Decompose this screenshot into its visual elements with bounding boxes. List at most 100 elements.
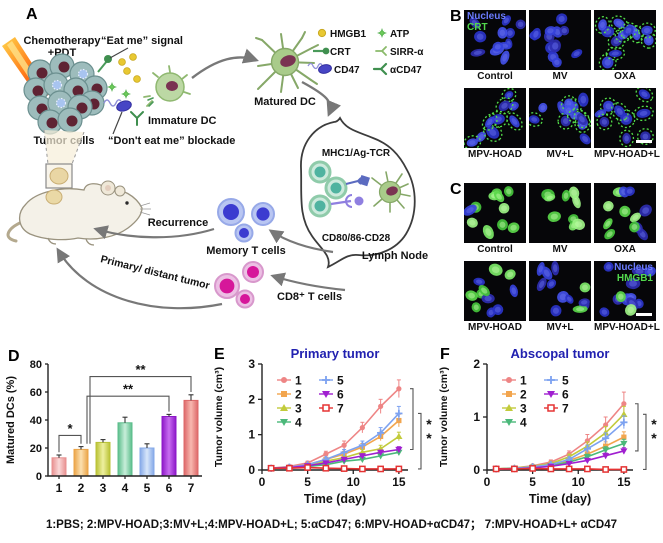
micrograph-image: Nucleus HMGB1 [594, 261, 656, 321]
svg-text:0: 0 [484, 475, 491, 489]
recurrence-arrow [93, 225, 215, 240]
cd8-t-cells-icon [214, 261, 264, 309]
micro-tile-label: MV [552, 71, 568, 82]
eat-me-pointer [109, 47, 129, 59]
svg-text:*: * [651, 416, 657, 432]
t-cell-icon [308, 160, 348, 218]
micro-tile-label: MV [552, 244, 568, 255]
svg-text:40: 40 [30, 415, 42, 427]
micro-tile-label: MV+L [546, 322, 574, 333]
svg-text:5: 5 [529, 475, 536, 489]
svg-text:4: 4 [122, 481, 129, 495]
cd28-connector-icon [330, 194, 364, 208]
micrograph-image [464, 88, 526, 148]
atp-star-icon [107, 82, 117, 92]
dont-eat-me-label: “Don't eat me” blockade [108, 135, 235, 147]
panel-b-micrographs: Nucleus CRT Control MV OXA MPV-HOAD MV+L MPV-HO… [464, 10, 660, 161]
svg-text:2: 2 [78, 481, 85, 495]
micro-tile-label: MV+L [546, 149, 574, 160]
micrograph-image [464, 183, 526, 243]
lymph-node-icon: MHC1/Ag-TCR CD80/86-CD28 [300, 116, 416, 269]
tumor-zoom-box [43, 129, 85, 189]
micro-tile: Nucleus CRT Control [464, 10, 526, 83]
micro-tile-label: MPV-HOAD [468, 322, 522, 333]
cd47-capsule-icon [103, 99, 132, 112]
svg-text:0: 0 [36, 471, 42, 483]
maturation-arrow [191, 48, 259, 79]
micrograph-image [594, 183, 656, 243]
legend-acd47-label: αCD47 [390, 65, 422, 76]
svg-text:*: * [651, 430, 657, 446]
lymph-to-memory-arrow [268, 229, 334, 254]
stain-legend-overlay: Nucleus HMGB1 [614, 262, 653, 284]
svg-text:5: 5 [337, 374, 344, 388]
lymph-node-label: Lymph Node [362, 250, 428, 262]
micro-tile: MV [529, 183, 591, 256]
lymph-to-cd8-arrow [270, 272, 346, 292]
legend-cd47-label: CD47 [334, 65, 360, 76]
legend-crt-label: CRT [330, 47, 351, 58]
svg-text:*: * [426, 430, 432, 446]
svg-text:1: 1 [56, 481, 63, 495]
svg-text:2: 2 [473, 357, 480, 371]
recurrence-label: Recurrence [148, 217, 209, 229]
svg-text:6: 6 [562, 388, 569, 402]
group-key-caption: 1:PBS; 2:MPV-HOAD;3:MV+L;4:MPV-HOAD+L; 5… [45, 519, 618, 531]
panel-e-label: E [214, 346, 225, 363]
memory-t-cells-icon [217, 198, 275, 243]
svg-text:Tumor volume (cm³): Tumor volume (cm³) [213, 367, 225, 467]
hmgb1-dot-icon [317, 28, 327, 38]
svg-text:3: 3 [520, 402, 527, 416]
svg-text:0: 0 [248, 463, 255, 477]
tumor-cells-cluster-icon [23, 53, 108, 135]
scale-bar [636, 140, 652, 143]
svg-text:**: ** [135, 362, 146, 377]
mhc-tcr-label: MHC1/Ag-TCR [322, 148, 391, 159]
scale-bar [636, 313, 652, 316]
svg-text:4: 4 [520, 416, 527, 430]
svg-text:1: 1 [520, 374, 527, 388]
svg-text:*: * [426, 416, 432, 432]
svg-text:3: 3 [100, 481, 107, 495]
panel-f-label: F [440, 346, 450, 363]
svg-text:0: 0 [259, 475, 266, 489]
svg-text:3: 3 [295, 402, 302, 416]
micrograph-image [529, 183, 591, 243]
micro-tile-label: Control [477, 244, 513, 255]
tcr-connector-icon [345, 174, 370, 187]
svg-text:5: 5 [304, 475, 311, 489]
acd47-antibody-icon [130, 111, 144, 126]
svg-text:10: 10 [572, 475, 586, 489]
primary-distant-arrow [56, 247, 223, 310]
immature-dc-icon [143, 65, 191, 107]
panel-d-label: D [8, 348, 20, 365]
micro-tile-label: Control [477, 71, 513, 82]
panel-c-label: C [450, 181, 462, 198]
eat-me-label: “Eat me” signal [101, 35, 183, 47]
panel-c-micrographs: Control MV OXA MPV-HOAD MV+L Nucleus HMGB1 MPV-… [464, 183, 660, 334]
micro-tile-label: OXA [614, 244, 636, 255]
svg-text:Primary tumor: Primary tumor [291, 346, 380, 361]
micrograph-image [529, 88, 591, 148]
svg-text:1: 1 [248, 428, 255, 442]
micro-tile: MV+L [529, 261, 591, 334]
micrograph-image [594, 10, 656, 70]
svg-text:7: 7 [562, 402, 569, 416]
svg-text:15: 15 [392, 475, 406, 489]
svg-text:Time (day): Time (day) [529, 492, 591, 506]
svg-text:Tumor volume (cm³): Tumor volume (cm³) [438, 367, 450, 467]
svg-text:6: 6 [166, 481, 173, 495]
micro-tile: MPV-HOAD [464, 88, 526, 161]
acd47-antibody-icon [372, 62, 388, 76]
svg-text:7: 7 [188, 481, 195, 495]
svg-text:Abscopal tumor: Abscopal tumor [511, 346, 610, 361]
micrograph-image [464, 261, 526, 321]
cd47-capsule-icon [307, 62, 323, 70]
svg-text:**: ** [123, 382, 134, 397]
panel-a-schematic: Chemotherapy +PDT “Eat me” signal [2, 28, 428, 310]
panel-a-label: A [26, 6, 38, 23]
sirp-receptor-icon [375, 46, 387, 56]
